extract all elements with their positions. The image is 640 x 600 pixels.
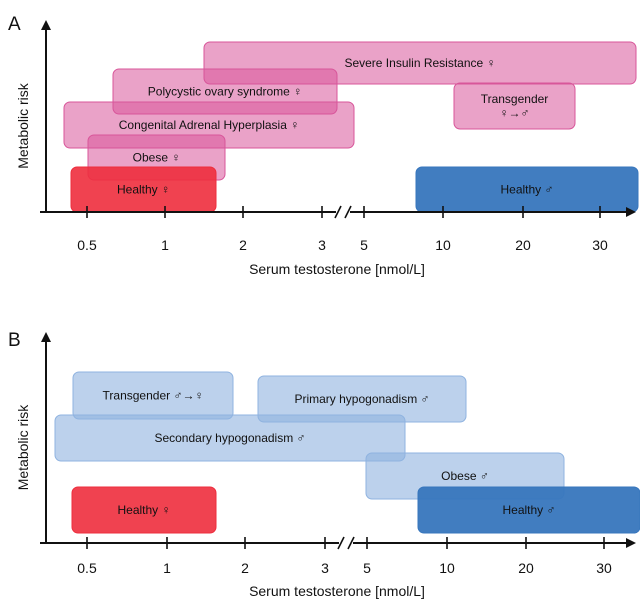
- x-tick-label: 5: [363, 560, 371, 576]
- x-axis-arrow: [626, 207, 636, 217]
- x-tick-label: 5: [360, 237, 368, 253]
- x-axis-title: Serum testosterone [nmol/L]: [249, 583, 425, 599]
- risk-box: Healthy ♂: [417, 486, 640, 534]
- x-tick-label: 20: [515, 237, 531, 253]
- panel-letter: A: [8, 14, 21, 35]
- risk-box-rect: [453, 82, 576, 130]
- x-tick-label: 10: [435, 237, 451, 253]
- x-tick-label: 10: [439, 560, 455, 576]
- risk-box-label: Severe Insulin Resistance ♀: [344, 56, 495, 70]
- x-tick-label: 3: [318, 237, 326, 253]
- risk-box-label: Secondary hypogonadism ♂: [154, 431, 305, 445]
- risk-box: Transgender♀→♂: [453, 82, 576, 130]
- x-axis-title: Serum testosterone [nmol/L]: [249, 261, 425, 277]
- risk-box: Healthy ♀: [70, 166, 217, 213]
- axis-break-gap: [339, 540, 353, 546]
- x-tick-label: 20: [518, 560, 534, 576]
- risk-box-label: Healthy ♂: [500, 183, 553, 197]
- risk-box-rect: [54, 414, 406, 462]
- risk-box-label: Polycystic ovary syndrome ♀: [148, 85, 302, 99]
- risk-box-label: Obese ♀: [133, 151, 181, 165]
- risk-box: Transgender ♂→♀: [72, 371, 234, 420]
- risk-box: Healthy ♂: [415, 166, 639, 213]
- y-axis-title: Metabolic risk: [15, 82, 31, 169]
- risk-box-rect: [417, 486, 640, 534]
- panel-a: A Severe Insulin Resistance ♀ Polycystic o…: [8, 14, 639, 277]
- y-axis-title: Metabolic risk: [15, 404, 31, 491]
- risk-box-label: Primary hypogonadism ♂: [294, 392, 429, 406]
- x-axis-arrow: [626, 538, 636, 548]
- risk-box-label: ♀→♂: [500, 106, 530, 120]
- x-tick-label: 0.5: [77, 560, 97, 576]
- x-tick-label: 0.5: [77, 237, 97, 253]
- x-tick-label: 30: [592, 237, 608, 253]
- risk-box: Secondary hypogonadism ♂: [54, 414, 406, 462]
- x-tick-label: 3: [321, 560, 329, 576]
- panel-letter: B: [8, 330, 21, 351]
- axis-break-mark: [347, 536, 355, 550]
- risk-box-label: Obese ♂: [441, 469, 489, 483]
- x-tick-label: 30: [596, 560, 612, 576]
- risk-box-label: Transgender: [481, 92, 549, 106]
- risk-box-label: Congenital Adrenal Hyperplasia ♀: [119, 118, 299, 132]
- y-axis-arrow: [41, 332, 51, 342]
- risk-box-label: Healthy ♀: [117, 183, 170, 197]
- axis-break-mark: [337, 536, 345, 550]
- y-axis-arrow: [41, 20, 51, 30]
- risk-box-label: Healthy ♀: [117, 503, 170, 517]
- axis-break-gap: [336, 209, 350, 215]
- axis-break-mark: [344, 205, 352, 219]
- risk-box-rect: [71, 486, 217, 534]
- x-tick-label: 1: [163, 560, 171, 576]
- panel-b: B Transgender ♂→♀ Primary hypogonadism ♂ Se…: [8, 330, 640, 599]
- x-tick-label: 2: [241, 560, 249, 576]
- risk-box-label: Transgender ♂→♀: [103, 389, 204, 403]
- risk-box-label: Healthy ♂: [502, 503, 555, 517]
- x-tick-label: 2: [239, 237, 247, 253]
- axis-break-mark: [334, 205, 342, 219]
- risk-box: Healthy ♀: [71, 486, 217, 534]
- x-tick-label: 1: [161, 237, 169, 253]
